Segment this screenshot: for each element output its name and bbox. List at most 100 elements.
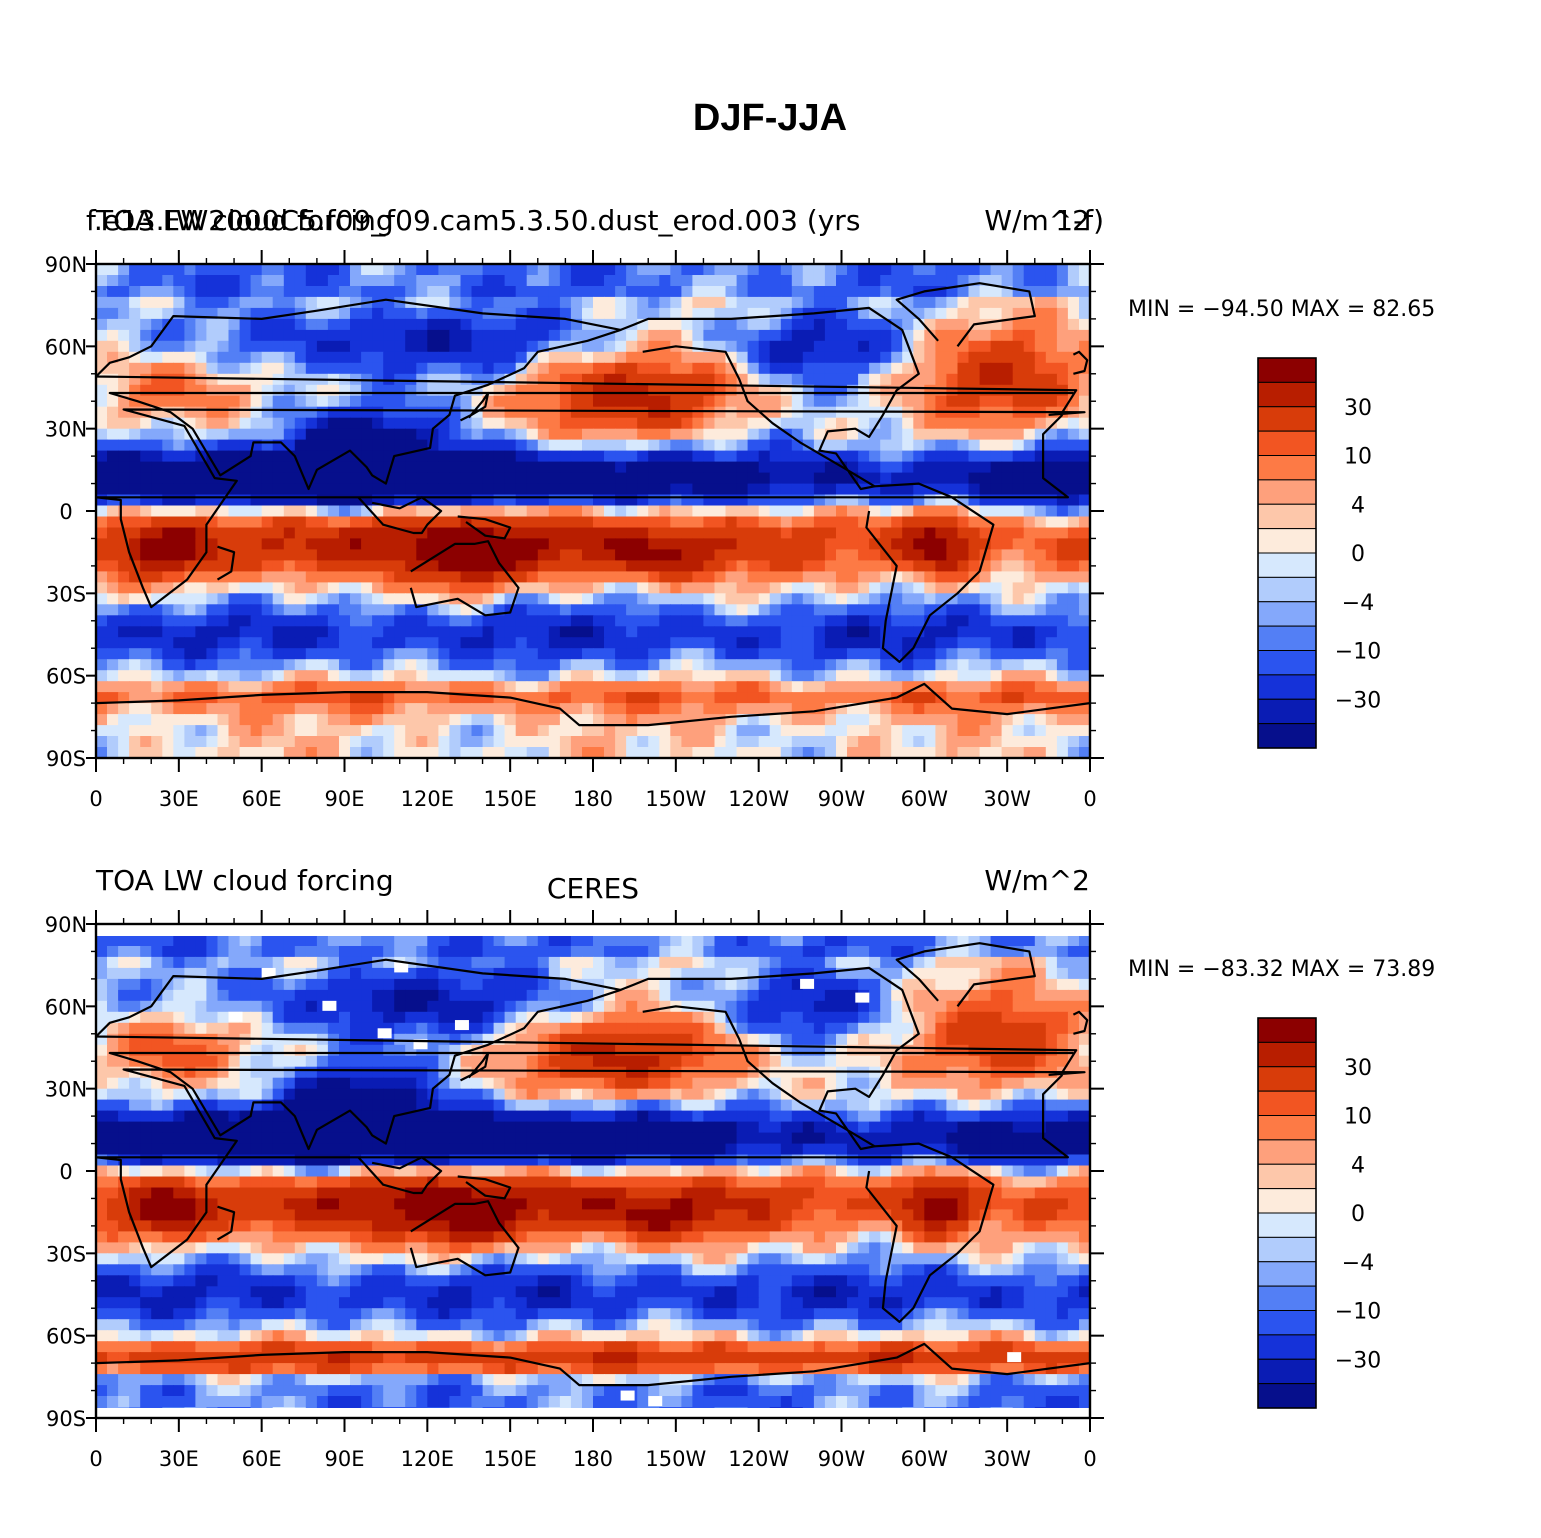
grid-cell — [692, 461, 704, 474]
grid-cell — [449, 659, 461, 671]
grid-cell — [96, 956, 108, 969]
grid-cell — [372, 362, 384, 375]
grid-cell — [140, 296, 152, 309]
grid-cell — [847, 428, 859, 441]
grid-cell — [935, 307, 947, 320]
grid-cell — [239, 725, 252, 737]
grid-cell — [1067, 286, 1080, 298]
grid-cell — [416, 538, 428, 550]
grid-cell — [559, 956, 572, 969]
grid-cell — [802, 946, 815, 958]
grid-cell — [548, 935, 561, 947]
grid-cell — [626, 692, 638, 704]
grid-cell — [1056, 637, 1069, 649]
grid-cell — [858, 604, 870, 616]
grid-cell — [902, 395, 914, 408]
lon-label: 120W — [728, 787, 789, 811]
grid-cell — [471, 505, 484, 518]
grid-cell — [283, 384, 296, 397]
grid-cell — [383, 946, 395, 958]
grid-cell — [791, 648, 804, 660]
grid-cell — [880, 417, 892, 430]
grid-cell — [604, 946, 616, 958]
grid-cell — [791, 978, 804, 991]
grid-cell — [1079, 626, 1090, 638]
grid-cell — [1056, 450, 1069, 463]
grid-cell — [869, 703, 881, 715]
grid-cell — [626, 637, 638, 649]
grid-cell — [692, 736, 704, 748]
grid-cell — [515, 275, 528, 287]
grid-cell — [316, 626, 329, 638]
grid-cell — [261, 472, 274, 485]
grid-cell — [361, 307, 373, 320]
grid-cell — [604, 417, 616, 430]
grid-cell — [924, 626, 936, 638]
grid-cell — [648, 648, 660, 660]
grid-cell — [239, 1000, 252, 1013]
grid-cell — [261, 340, 274, 353]
grid-cell — [493, 604, 506, 616]
grid-cell — [747, 747, 760, 758]
grid-cell — [924, 428, 936, 441]
grid-cell — [261, 428, 274, 441]
grid-cell — [747, 615, 760, 627]
grid-cell — [1001, 340, 1014, 353]
grid-cell — [670, 648, 682, 660]
grid-cell — [593, 967, 605, 980]
grid-cell — [118, 417, 130, 430]
grid-cell — [902, 714, 914, 726]
grid-cell — [372, 395, 384, 408]
grid-cell — [1023, 516, 1036, 529]
grid-cell — [195, 483, 207, 496]
grid-cell — [239, 439, 252, 452]
grid-cell — [239, 505, 252, 518]
grid-cell — [968, 428, 981, 441]
grid-cell — [394, 264, 406, 276]
grid-cell — [1034, 946, 1047, 958]
grid-cell — [361, 362, 373, 375]
grid-cell — [272, 428, 285, 441]
grid-cell — [1034, 648, 1047, 660]
grid-cell — [217, 560, 230, 572]
grid-cell — [107, 516, 119, 529]
grid-cell — [902, 472, 914, 485]
grid-cell — [615, 275, 627, 287]
grid-cell — [1034, 956, 1047, 969]
grid-cell — [924, 615, 936, 627]
grid-cell — [460, 593, 473, 605]
grid-cell — [681, 582, 693, 594]
grid-cell — [118, 571, 130, 583]
grid-cell — [272, 560, 285, 572]
grid-cell — [250, 989, 263, 1002]
grid-cell — [151, 670, 163, 682]
grid-cell — [107, 318, 119, 331]
grid-cell — [151, 264, 163, 276]
grid-cell — [582, 275, 594, 287]
grid-cell — [1045, 989, 1058, 1002]
grid-cell — [769, 318, 782, 331]
grid-cell — [681, 538, 693, 550]
grid-cell — [283, 406, 296, 419]
grid-cell — [471, 527, 484, 540]
grid-cell — [979, 395, 992, 408]
grid-cell — [869, 747, 881, 758]
colorbar-frame — [1257, 357, 1317, 749]
grid-cell — [725, 648, 738, 660]
grid-cell — [438, 978, 450, 991]
grid-cell — [1056, 483, 1069, 496]
grid-cell — [648, 714, 660, 726]
grid-cell — [1012, 582, 1025, 594]
grid-cell — [129, 494, 141, 507]
grid-cell — [791, 747, 804, 758]
grid-cell — [272, 286, 285, 298]
grid-cell — [869, 494, 881, 507]
grid-cell — [471, 935, 484, 947]
grid-cell — [758, 286, 771, 298]
grid-cell — [780, 626, 793, 638]
grid-cell — [383, 275, 395, 287]
grid-cell — [416, 736, 428, 748]
grid-cell — [173, 967, 185, 980]
grid-cell — [769, 989, 782, 1002]
grid-cell — [847, 549, 859, 561]
